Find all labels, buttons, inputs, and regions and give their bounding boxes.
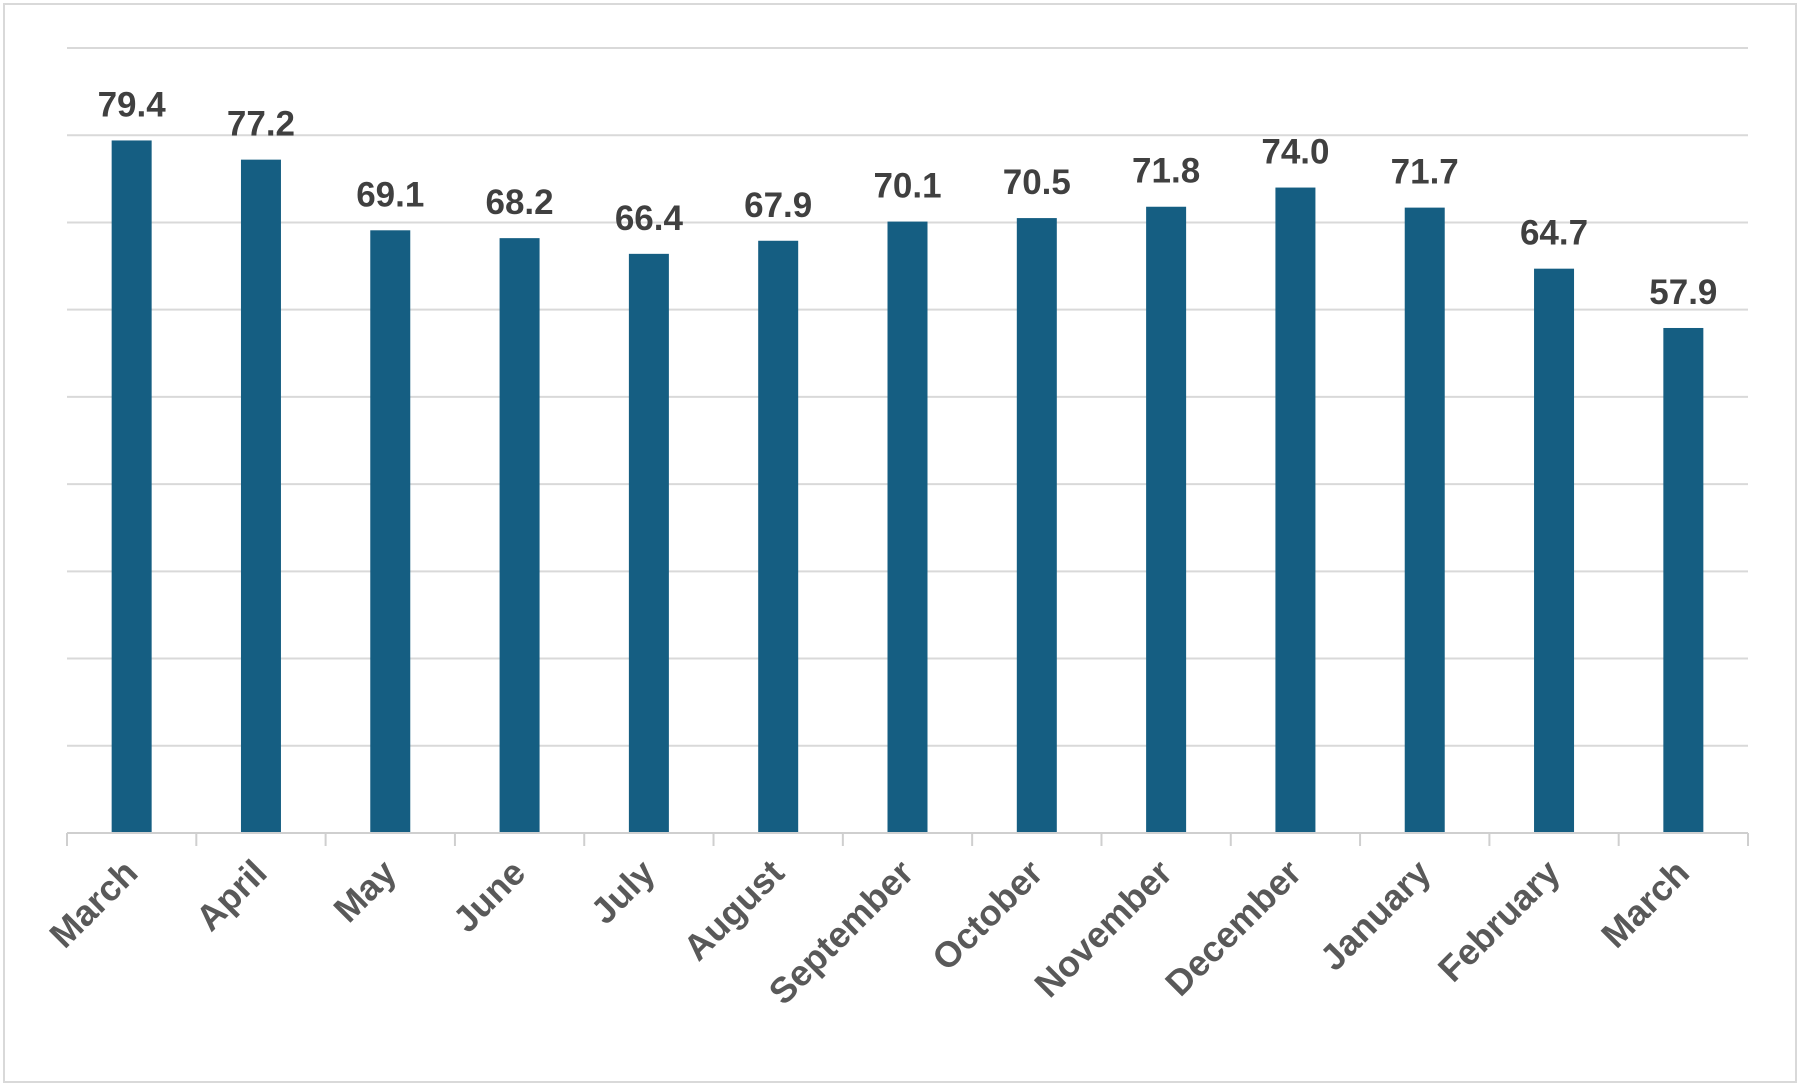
data-label: 64.7	[1520, 214, 1588, 253]
data-label: 57.9	[1649, 273, 1717, 312]
bar	[499, 238, 540, 834]
bar	[111, 140, 152, 833]
data-label: 71.8	[1132, 152, 1200, 191]
bar	[240, 159, 281, 834]
bar	[887, 221, 928, 834]
data-label: 67.9	[744, 186, 812, 225]
data-label: 79.4	[98, 85, 167, 124]
data-label: 70.1	[873, 167, 941, 206]
data-labels: 79.4 77.2 69.1 68.2 66.4 67.9 70.1 70.5 71.8 74.0…	[98, 85, 1718, 312]
bar	[1275, 187, 1316, 834]
data-label: 71.7	[1391, 153, 1459, 192]
bar	[758, 240, 799, 833]
data-label: 77.2	[227, 105, 295, 144]
bar	[370, 230, 411, 834]
bar	[1146, 206, 1187, 833]
bar	[1663, 327, 1704, 833]
bar	[1016, 218, 1057, 834]
bars	[111, 140, 1704, 834]
data-label: 74.0	[1261, 133, 1329, 172]
bar	[628, 253, 669, 833]
data-label: 70.5	[1003, 163, 1071, 202]
bar	[1534, 268, 1575, 833]
data-label: 66.4	[615, 199, 684, 238]
bar	[1404, 207, 1445, 833]
data-label: 69.1	[356, 175, 424, 214]
data-label: 68.2	[486, 183, 554, 222]
